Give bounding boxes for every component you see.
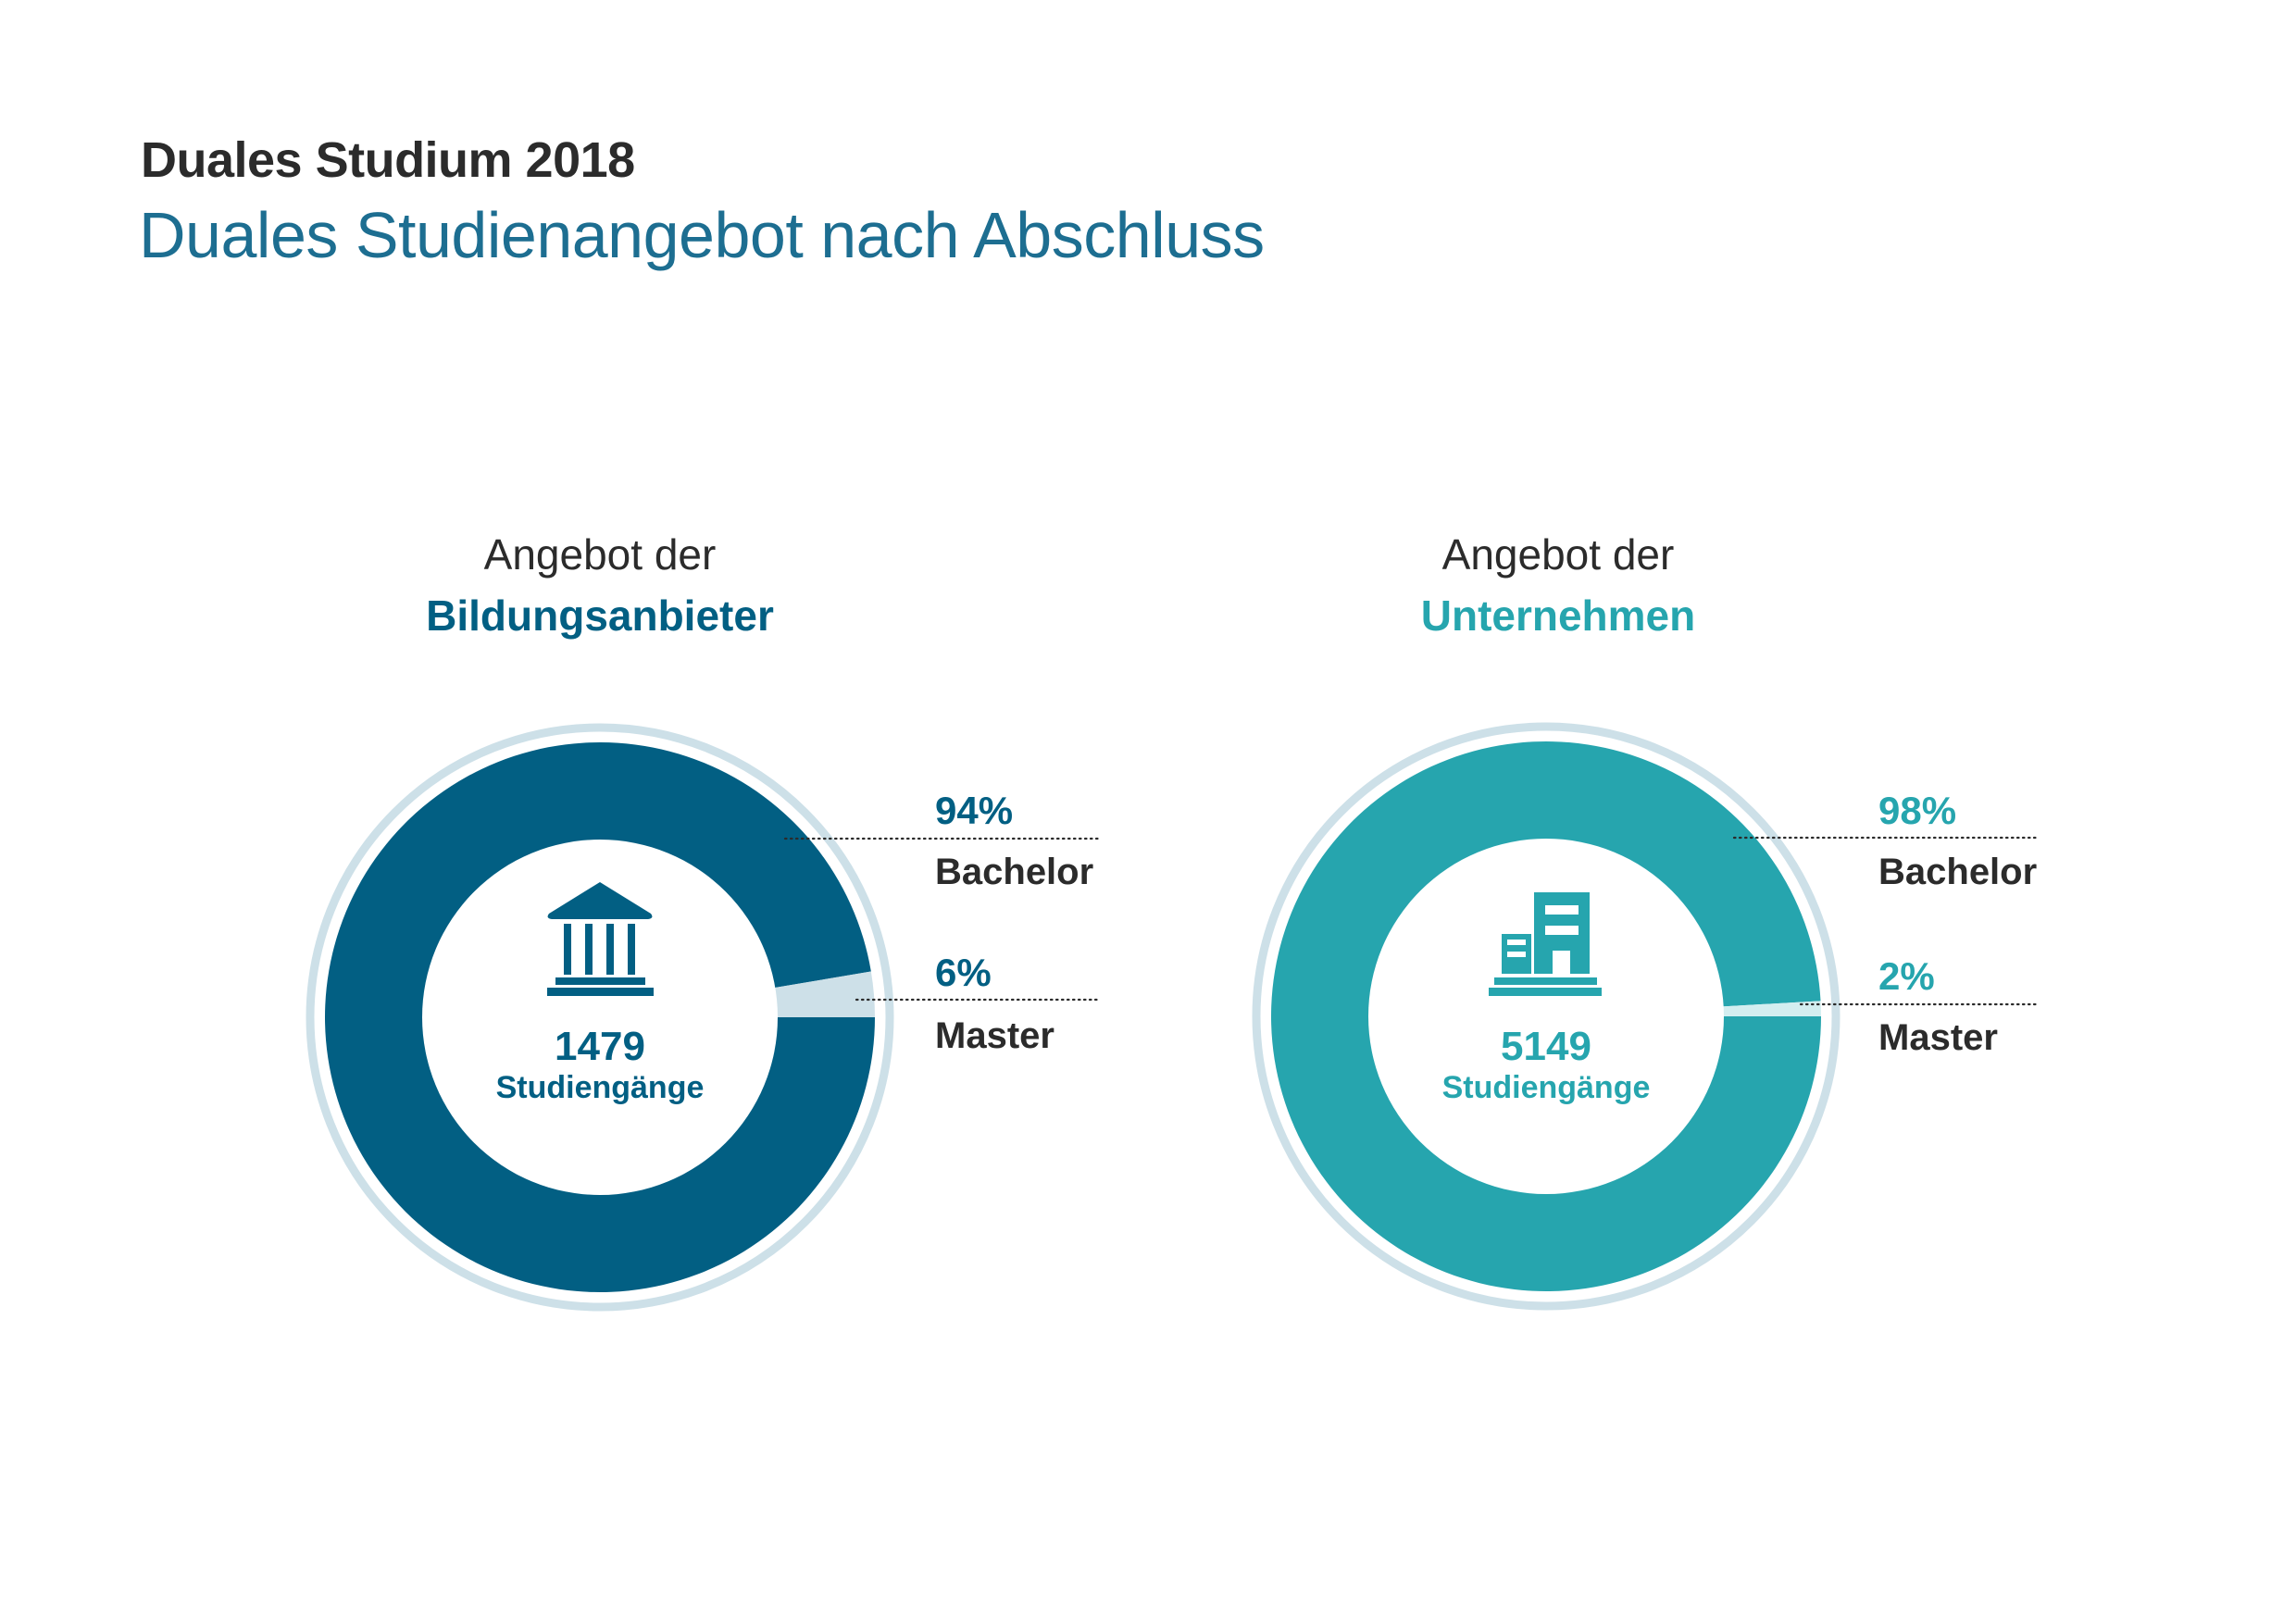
donut-outline-ring [306,723,894,1312]
slice-label-master: Master [935,1015,1054,1056]
total-count: 5149 [1501,1024,1591,1069]
slice-bachelor [324,742,875,1293]
institution-building-icon [547,882,654,996]
slice-label-bachelor: Bachelor [935,852,1094,892]
total-count-label: Studiengänge [495,1070,705,1105]
slice-bachelor [1270,741,1821,1291]
office-building-icon [1489,892,1602,996]
chart-subtitle: Duales Studienangebot nach Abschluss [139,199,1265,271]
panel-heading-line1: Angebot der [1441,530,1675,579]
slice-master [774,971,875,1017]
total-count: 1479 [555,1024,645,1069]
donut-outline-ring [1252,722,1841,1311]
slice-label-bachelor: Bachelor [1878,852,2038,892]
panel-heading-line2: Bildungsanbieter [426,591,774,640]
panel-heading-line1: Angebot der [483,530,717,579]
chart-title: Duales Studium 2018 [141,132,635,188]
slice-value-master: 2% [1878,954,1935,998]
donut-hole [1368,839,1724,1194]
slice-label-master: Master [1878,1017,1998,1058]
donut-bildungsanbieter [306,723,1100,1312]
slice-master [1722,1001,1821,1016]
panel-heading-unternehmen: Angebot der Unternehmen [1234,524,1882,646]
total-count-label: Studiengänge [1441,1070,1651,1105]
slice-value-bachelor: 94% [935,789,1014,832]
slice-value-master: 6% [935,951,992,994]
slice-value-bachelor: 98% [1878,789,1957,832]
panel-heading-line2: Unternehmen [1420,591,1696,640]
donut-hole [422,840,778,1195]
donut-unternehmen [1252,722,2039,1311]
panel-heading-bildungsanbieter: Angebot der Bildungsanbieter [276,524,924,646]
